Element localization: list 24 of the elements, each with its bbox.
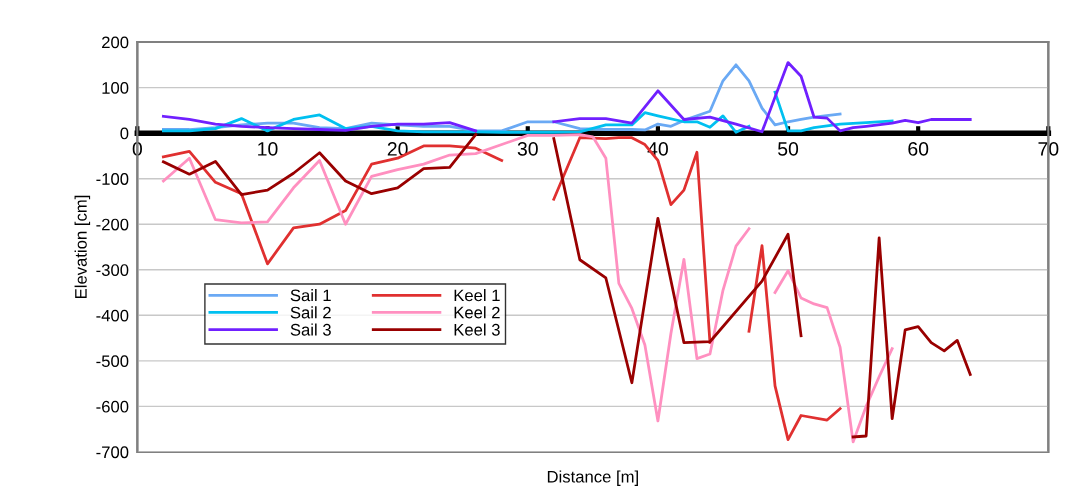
x-tick-label: 20 — [387, 142, 408, 156]
x-tick-label: 60 — [908, 142, 929, 156]
legend-label: Keel 1 — [454, 289, 500, 302]
y-tick-label: -700 — [96, 446, 129, 459]
y-tick-label: -300 — [96, 264, 129, 276]
x-axis-title: Distance [m] — [547, 470, 638, 486]
legend-label: Sail 1 — [290, 289, 331, 302]
x-tick-label: 30 — [517, 142, 538, 156]
legend-label: Sail 2 — [290, 306, 331, 319]
y-tick-label: -500 — [96, 355, 129, 368]
y-tick-label: 0 — [120, 127, 129, 140]
y-axis-title: Elevation [cm] — [74, 195, 91, 298]
y-tick-label: -400 — [96, 309, 129, 322]
x-tick-label: 10 — [258, 142, 278, 156]
y-tick-label: 200 — [102, 36, 129, 49]
x-tick-label: 70 — [1038, 142, 1059, 156]
y-tick-label: -600 — [96, 400, 129, 413]
legend-label: Keel 3 — [454, 323, 500, 336]
y-tick-label: 100 — [102, 82, 129, 94]
x-tick-label: 50 — [778, 142, 799, 156]
y-tick-label: -100 — [96, 173, 129, 185]
legend-label: Sail 3 — [290, 323, 331, 336]
y-tick-label: -200 — [96, 218, 129, 231]
legend-label: Keel 2 — [454, 306, 500, 319]
